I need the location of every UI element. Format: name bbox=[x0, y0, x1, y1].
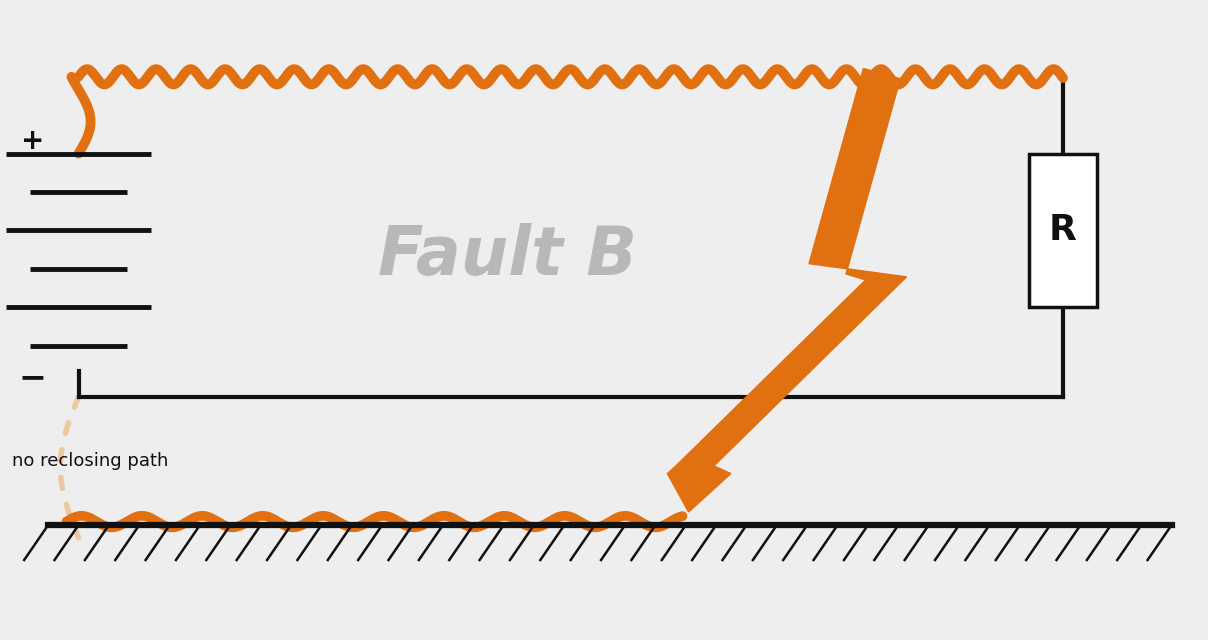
Text: R: R bbox=[1049, 213, 1078, 248]
Text: +: + bbox=[21, 127, 45, 155]
Text: Fault B: Fault B bbox=[378, 223, 637, 289]
Polygon shape bbox=[667, 68, 906, 512]
Bar bbox=[1029, 154, 1097, 307]
Text: −: − bbox=[18, 361, 47, 394]
Text: no reclosing path: no reclosing path bbox=[12, 452, 168, 470]
